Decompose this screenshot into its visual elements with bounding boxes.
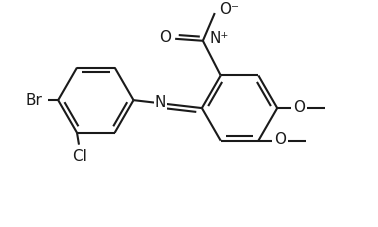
Text: O: O	[293, 100, 305, 115]
Text: O: O	[274, 132, 286, 147]
Text: Cl: Cl	[73, 149, 87, 164]
Text: Br: Br	[26, 93, 43, 108]
Text: O⁻: O⁻	[218, 2, 239, 17]
Text: N⁺: N⁺	[210, 31, 229, 46]
Text: O: O	[159, 30, 171, 45]
Text: N: N	[155, 95, 166, 110]
